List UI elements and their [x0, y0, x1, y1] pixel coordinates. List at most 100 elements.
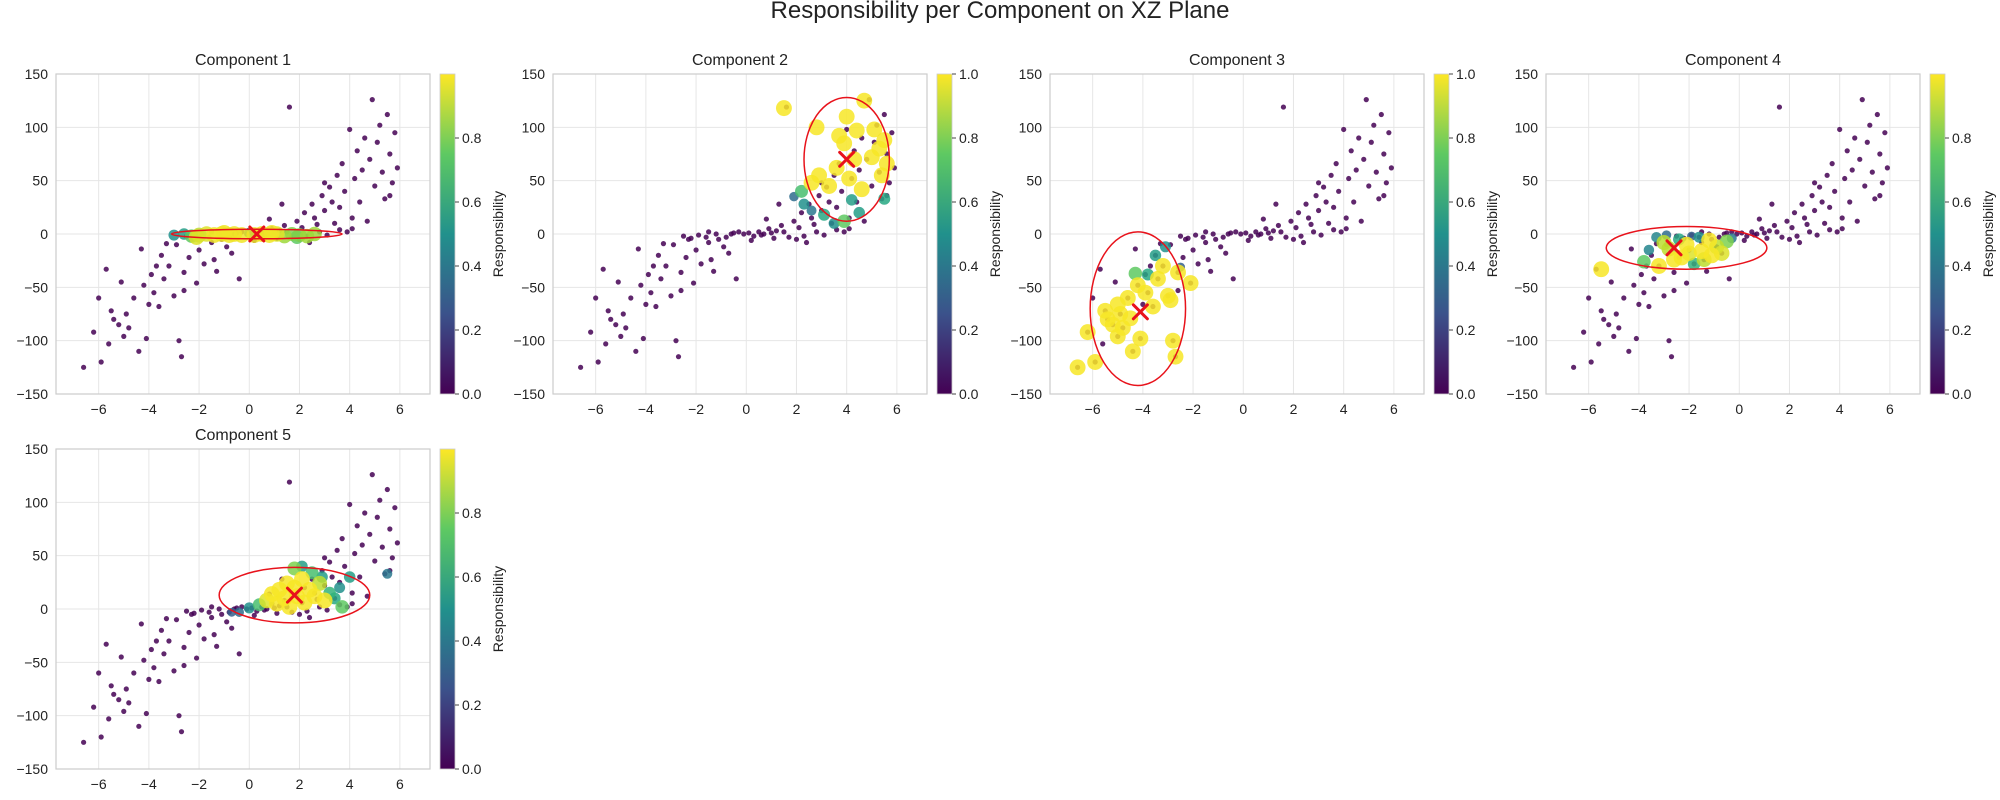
data-point: [1323, 199, 1329, 205]
colorbar-label: Responsibility: [1484, 191, 1500, 277]
data-point: [332, 220, 338, 226]
data-point: [1368, 139, 1374, 145]
data-point: [357, 199, 363, 205]
data-point: [359, 542, 365, 548]
x-tick-label: −4: [638, 401, 654, 417]
y-tick-label: 50: [529, 173, 545, 189]
data-point: [1571, 364, 1577, 370]
data-point: [826, 199, 832, 205]
data-point: [1177, 233, 1184, 239]
data-point: [1641, 290, 1647, 296]
data-point: [1646, 303, 1652, 310]
data-point: [600, 266, 606, 272]
data-point: [384, 486, 390, 493]
data-point: [123, 311, 129, 317]
y-tick-label: 100: [1515, 119, 1539, 135]
responsibility-point: [1124, 343, 1141, 360]
responsibility-point: [806, 205, 817, 216]
data-point: [1338, 229, 1344, 235]
data-point: [394, 540, 400, 546]
data-point: [131, 295, 137, 301]
data-point: [143, 335, 149, 342]
data-point: [326, 559, 333, 565]
subplot-title: Component 2: [692, 52, 788, 69]
data-point: [758, 232, 764, 238]
data-point: [1283, 234, 1289, 240]
data-point: [118, 654, 124, 660]
axes-frame: [55, 448, 431, 770]
center-marker: [1665, 239, 1683, 257]
colorbar-frame: [439, 73, 456, 395]
data-point: [294, 218, 300, 224]
data-point: [655, 252, 662, 258]
data-point: [1353, 167, 1359, 173]
responsibility-point: [1593, 261, 1610, 278]
colorbar-tick-label: 0.8: [959, 130, 979, 146]
data-point: [798, 210, 805, 216]
data-point: [1278, 229, 1284, 235]
data-point: [1315, 180, 1322, 186]
x-tick-label: 2: [1290, 401, 1298, 417]
data-point: [158, 627, 165, 633]
data-point: [1611, 333, 1617, 339]
data-point: [711, 268, 717, 274]
data-point: [103, 266, 109, 272]
data-point: [1804, 221, 1810, 227]
data-point: [844, 126, 850, 133]
covariance-ellipse: [1089, 231, 1187, 387]
responsibility-point: [1128, 266, 1143, 281]
data-point: [108, 683, 114, 689]
x-tick-label: 2: [1786, 401, 1794, 417]
responsibility-point: [316, 592, 333, 609]
data-point: [603, 341, 609, 347]
y-tick-label: −150: [1506, 386, 1538, 402]
data-point: [811, 221, 817, 227]
y-tick-label: −50: [521, 279, 545, 295]
data-point: [81, 364, 87, 370]
data-point: [733, 276, 739, 282]
center-marker: [248, 225, 266, 243]
subplot-title: Component 4: [1685, 52, 1781, 69]
data-point: [1827, 227, 1833, 233]
data-point: [1581, 329, 1587, 335]
data-point: [1195, 261, 1201, 267]
data-point: [367, 156, 373, 162]
y-tick-label: 0: [1530, 226, 1538, 242]
data-point: [1331, 204, 1337, 210]
data-point: [296, 611, 303, 617]
data-point: [1794, 233, 1800, 239]
data-point: [131, 670, 137, 676]
data-point: [281, 222, 288, 229]
subplot-title: Component 1: [195, 52, 291, 69]
data-point: [1341, 126, 1347, 133]
data-point: [1764, 235, 1770, 241]
responsibility-point: [794, 184, 808, 198]
data-point: [1799, 201, 1805, 207]
y-tick-label: −100: [1506, 333, 1538, 349]
data-point: [1829, 161, 1835, 167]
data-point: [690, 280, 697, 286]
data-point: [1180, 254, 1186, 261]
data-point: [856, 167, 862, 173]
data-point: [1621, 295, 1627, 301]
data-point: [1661, 293, 1667, 299]
y-tick-label: 50: [32, 548, 48, 564]
data-point: [342, 188, 348, 194]
data-point: [1268, 235, 1274, 241]
data-point: [1683, 280, 1690, 286]
y-tick-label: 150: [1515, 66, 1539, 82]
subplot-component-2: −6 −4 −2 0 2 4 6 −150 −100 −50 0 50 100 150 Component …: [513, 52, 1003, 417]
colorbar: [1434, 74, 1449, 394]
colorbar-tick-label: 0.6: [959, 194, 979, 210]
data-point: [126, 700, 132, 706]
data-point: [1839, 226, 1845, 232]
colorbar-tick-label: 0.8: [462, 505, 482, 521]
data-point: [1310, 229, 1317, 235]
data-point: [176, 338, 182, 344]
data-point: [219, 611, 225, 617]
data-point: [344, 229, 350, 235]
data-point: [1877, 193, 1883, 199]
data-point: [1862, 183, 1868, 189]
data-point: [116, 697, 122, 703]
